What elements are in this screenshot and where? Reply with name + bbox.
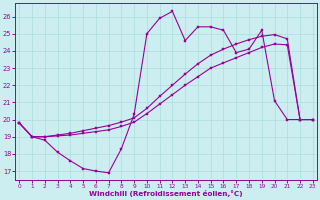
X-axis label: Windchill (Refroidissement éolien,°C): Windchill (Refroidissement éolien,°C) [89,190,243,197]
